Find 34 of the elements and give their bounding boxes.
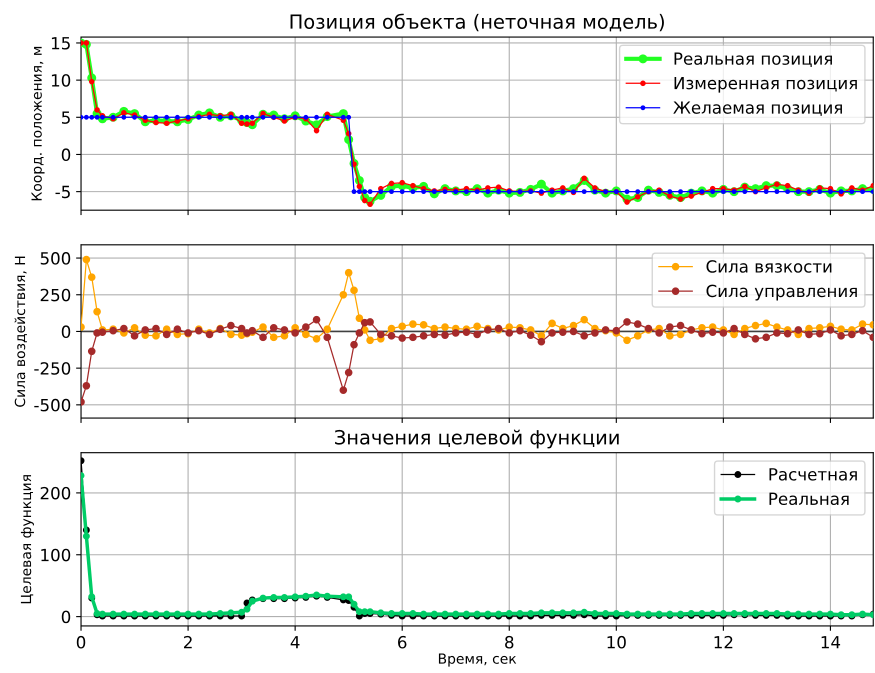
y-tick-label: 500 — [40, 252, 70, 265]
legend-label: Реальная позиция — [674, 52, 832, 67]
legend-label: Расчетная — [770, 468, 857, 481]
legend-label: Сила вязкости — [706, 260, 832, 273]
y-tick-label: 15 — [52, 37, 70, 50]
x-tick-label: 14 — [822, 636, 840, 648]
x-tick-label: 2 — [184, 636, 192, 648]
y-tick-label: 10 — [52, 74, 70, 87]
y-axis-title: Целевая функция — [20, 475, 34, 604]
chart-title: Позиция объекта (неточная модель) — [290, 14, 664, 32]
legend-label: Измеренная позиция — [674, 76, 857, 93]
y-tick-label: 100 — [41, 548, 70, 562]
y-tick-label: 0 — [62, 325, 70, 338]
y-tick-label: 200 — [40, 486, 70, 500]
legend-label: Реальная — [770, 492, 849, 506]
y-axis-title: Коорд. положения, м — [32, 46, 45, 200]
y-tick-label: 0 — [62, 148, 70, 162]
x-tick-label: 4 — [290, 636, 300, 648]
legend-label: Желаемая позиция — [673, 101, 842, 116]
x-tick-label: 12 — [714, 636, 732, 648]
y-tick-label: -5 — [56, 186, 70, 198]
y-tick-label: 5 — [62, 111, 70, 124]
x-tick-label: 6 — [398, 636, 406, 649]
x-tick-label: 8 — [505, 636, 514, 649]
x-tick-label: 0 — [76, 636, 86, 649]
chart-title: Значения целевой функции — [335, 430, 619, 448]
y-tick-label: -500 — [34, 398, 70, 412]
x-tick-label: 10 — [608, 636, 626, 649]
x-axis-title: Время, сек — [438, 654, 516, 667]
y-tick-label: 250 — [40, 288, 70, 302]
y-tick-label: 0 — [62, 610, 70, 624]
legend-label: Сила управления — [706, 284, 857, 300]
y-tick-label: -250 — [34, 362, 70, 375]
y-axis-title: Сила воздействия, Н — [14, 256, 27, 407]
